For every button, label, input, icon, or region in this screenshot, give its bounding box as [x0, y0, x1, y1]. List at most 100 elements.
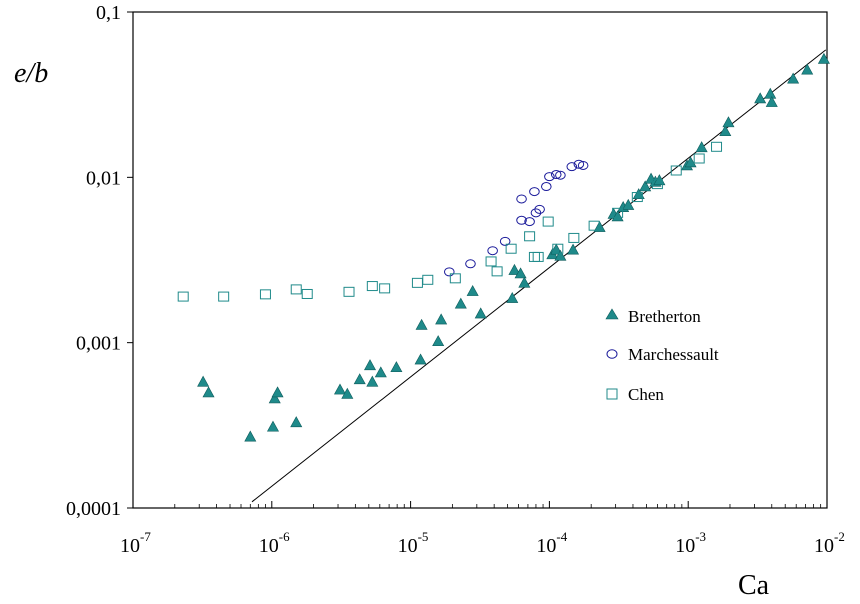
- data-point-bretherton: [719, 125, 732, 137]
- data-point-bretherton: [454, 297, 467, 309]
- data-point-bretherton: [202, 386, 215, 398]
- data-point-chen: [491, 266, 503, 277]
- data-point-bretherton: [432, 335, 445, 347]
- series-bretherton: [197, 52, 830, 442]
- data-point-chen: [532, 251, 544, 262]
- data-point-marchessault: [529, 187, 540, 197]
- series-marchessault: [443, 159, 589, 277]
- legend-marker-marchessault: [606, 349, 618, 359]
- data-point-marchessault: [544, 172, 555, 182]
- data-point-bretherton: [554, 249, 567, 261]
- data-point-bretherton: [514, 267, 527, 279]
- data-point-bretherton: [567, 243, 580, 255]
- data-point-bretherton: [341, 387, 354, 399]
- data-point-bretherton: [333, 383, 347, 395]
- data-point-bretherton: [266, 420, 280, 432]
- axis-ticks: 10-7 10-6 10-5 10-4 10-3 10-2 0,0001 0,001 0,01 0…: [66, 2, 845, 557]
- data-point-bretherton: [390, 361, 403, 373]
- data-point-bretherton: [374, 366, 387, 378]
- legend-item-chen: Chen: [606, 385, 664, 404]
- data-point-bretherton: [466, 285, 479, 296]
- x-tick-label: 10-7: [120, 529, 151, 557]
- data-point-chen: [301, 288, 313, 299]
- data-point-chen: [485, 256, 497, 267]
- data-point-chen: [505, 243, 517, 254]
- data-point-bretherton: [817, 52, 830, 64]
- data-point-marchessault: [516, 194, 527, 204]
- data-point-chen: [422, 274, 434, 285]
- data-point-bretherton: [353, 373, 366, 385]
- data-point-marchessault: [577, 160, 589, 170]
- data-point-chen: [290, 284, 302, 295]
- data-point-bretherton: [695, 141, 708, 153]
- data-point-chen: [568, 232, 580, 243]
- y-axis-title: e/b: [14, 58, 48, 89]
- legend-marker-bretherton: [605, 308, 619, 320]
- data-point-chen: [588, 220, 600, 231]
- data-point-chen: [379, 283, 391, 294]
- y-tick-label: 0,001: [76, 333, 121, 355]
- y-tick-label: 0,1: [96, 2, 121, 24]
- data-point-chen: [449, 273, 461, 284]
- data-point-marchessault: [541, 182, 552, 192]
- data-point-bretherton: [801, 63, 814, 75]
- data-point-chen: [259, 289, 271, 300]
- data-point-bretherton: [632, 188, 645, 200]
- data-point-bretherton: [290, 416, 303, 428]
- data-point-bretherton: [550, 243, 563, 255]
- x-tick-label: 10-2: [814, 529, 845, 557]
- data-point-chen: [366, 281, 378, 292]
- data-point-marchessault: [534, 204, 545, 214]
- data-point-marchessault: [566, 162, 578, 172]
- data-point-marchessault: [573, 159, 585, 169]
- data-point-chen: [693, 153, 705, 164]
- data-point-bretherton: [722, 116, 735, 128]
- data-point-marchessault: [465, 259, 476, 269]
- data-point-chen: [552, 243, 564, 254]
- legend-label-bretherton: Bretherton: [628, 307, 701, 326]
- data-point-bretherton: [508, 263, 521, 275]
- series-chen: [177, 141, 723, 302]
- data-point-bretherton: [518, 276, 531, 288]
- x-tick-label: 10-4: [536, 529, 567, 557]
- x-axis-title: Ca: [738, 570, 770, 601]
- legend-label-marchessault: Marchessault: [628, 345, 719, 364]
- data-point-chen: [711, 141, 723, 152]
- data-point-bretherton: [244, 430, 257, 442]
- data-point-chen: [528, 251, 540, 262]
- data-point-bretherton: [271, 386, 284, 398]
- data-point-bretherton: [754, 92, 767, 104]
- reference-line: [251, 49, 827, 503]
- data-point-chen: [177, 291, 189, 302]
- data-point-bretherton: [765, 96, 778, 107]
- x-tick-label: 10-5: [398, 529, 429, 557]
- plot-area-frame: [132, 11, 828, 509]
- data-point-bretherton: [366, 375, 379, 387]
- data-point-chen: [670, 165, 682, 176]
- data-point-bretherton: [414, 353, 427, 365]
- data-point-marchessault: [443, 267, 455, 277]
- data-point-chen: [542, 216, 554, 227]
- data-point-chen: [411, 277, 423, 288]
- data-point-chen: [612, 207, 624, 218]
- data-point-chen: [651, 179, 663, 190]
- data-point-bretherton: [639, 180, 652, 192]
- data-point-bretherton: [764, 87, 777, 99]
- data-points: [177, 52, 830, 442]
- data-point-bretherton: [787, 72, 800, 84]
- data-point-bretherton: [364, 359, 377, 371]
- data-point-bretherton: [506, 291, 519, 303]
- data-point-marchessault: [530, 208, 542, 218]
- y-tick-label: 0,0001: [66, 498, 121, 520]
- legend-marker-chen: [606, 388, 618, 400]
- legend-item-bretherton: Bretherton: [605, 307, 701, 326]
- data-point-bretherton: [611, 210, 624, 222]
- legend-label-chen: Chen: [628, 385, 664, 404]
- data-point-marchessault: [555, 170, 566, 180]
- legend-item-marchessault: Marchessault: [606, 345, 719, 364]
- data-point-marchessault: [516, 215, 527, 225]
- x-tick-label: 10-6: [259, 529, 290, 557]
- data-point-marchessault: [550, 170, 562, 180]
- data-point-chen: [524, 231, 536, 242]
